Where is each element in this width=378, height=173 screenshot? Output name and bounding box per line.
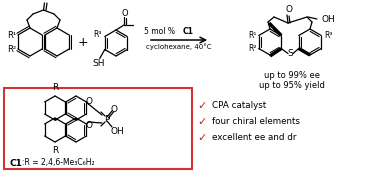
Text: O: O	[285, 6, 292, 15]
Text: O: O	[86, 97, 93, 106]
Text: four chiral elements: four chiral elements	[212, 117, 300, 126]
Text: cyclohexane, 40°C: cyclohexane, 40°C	[146, 44, 212, 50]
Text: R: R	[52, 83, 58, 92]
Text: R¹: R¹	[248, 31, 257, 40]
Text: excellent ee and dr: excellent ee and dr	[212, 134, 296, 143]
Text: O: O	[122, 8, 128, 17]
Text: O: O	[86, 121, 93, 130]
Text: O: O	[43, 0, 50, 2]
Text: CPA catalyst: CPA catalyst	[212, 102, 266, 111]
Text: up to 95% yield: up to 95% yield	[259, 80, 325, 89]
Text: up to 99% ee: up to 99% ee	[264, 71, 320, 80]
Text: OH: OH	[110, 126, 124, 135]
Text: OH: OH	[322, 15, 336, 24]
Text: O: O	[110, 104, 118, 113]
Text: P: P	[104, 115, 110, 124]
Text: R²: R²	[248, 44, 257, 53]
Text: 5 mol %: 5 mol %	[144, 28, 177, 37]
FancyBboxPatch shape	[4, 88, 192, 169]
Text: C1: C1	[10, 158, 23, 167]
Text: R: R	[52, 146, 58, 155]
Text: R³: R³	[324, 31, 333, 40]
Text: S: S	[287, 49, 293, 58]
Text: +: +	[78, 37, 88, 49]
Text: ✓: ✓	[197, 133, 207, 143]
Text: R³: R³	[93, 30, 102, 39]
Text: ✓: ✓	[197, 117, 207, 127]
Text: :R = 2,4,6-Me₃C₆H₂: :R = 2,4,6-Me₃C₆H₂	[22, 158, 94, 167]
Text: ✓: ✓	[197, 101, 207, 111]
Text: R¹: R¹	[7, 30, 16, 39]
Text: SH: SH	[93, 59, 105, 68]
Text: R²: R²	[7, 44, 16, 53]
Text: C1: C1	[183, 28, 194, 37]
